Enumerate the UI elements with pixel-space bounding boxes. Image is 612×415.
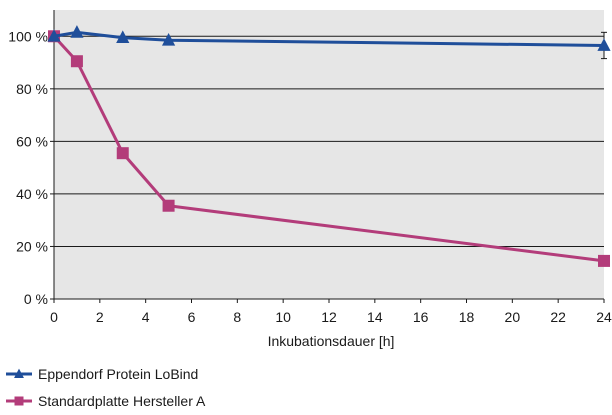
data-point <box>70 55 83 68</box>
data-point <box>161 33 176 46</box>
y-tick-label: 100 % <box>8 28 48 44</box>
series-1 <box>47 25 611 60</box>
data-point <box>597 38 611 51</box>
x-tick-label: 16 <box>413 309 429 325</box>
y-axis-tick-labels: 0 % 20 % 40 % 60 % 80 % 100 % <box>8 28 48 307</box>
y-tick-label: 40 % <box>16 186 48 202</box>
x-tick-label: 18 <box>459 309 475 325</box>
x-axis-title: Inkubationsdauer [h] <box>268 333 395 349</box>
x-tick-label: 0 <box>50 309 58 325</box>
x-axis-tick-labels: 0 2 4 6 8 10 12 14 16 18 20 22 24 <box>50 309 612 325</box>
series-2 <box>48 30 610 267</box>
x-tick-label: 24 <box>596 309 612 325</box>
data-point <box>162 199 175 212</box>
x-tick-label: 12 <box>321 309 337 325</box>
data-point <box>70 25 84 38</box>
legend-swatch-marker <box>14 368 24 379</box>
series-layer <box>47 25 611 267</box>
y-tick-label: 80 % <box>16 81 48 97</box>
x-tick-label: 4 <box>142 309 150 325</box>
legend-label: Eppendorf Protein LoBind <box>38 366 198 382</box>
data-point <box>116 147 129 160</box>
x-tick-label: 22 <box>550 309 566 325</box>
legend-swatch-marker <box>14 396 24 406</box>
x-tick-label: 20 <box>505 309 521 325</box>
plot-area <box>54 10 604 299</box>
data-point <box>116 30 130 43</box>
legend-item: Standardplatte Hersteller A <box>6 393 206 409</box>
y-tick-label: 60 % <box>16 133 48 149</box>
x-tick-label: 6 <box>188 309 196 325</box>
y-tick-label: 0 % <box>24 291 48 307</box>
data-point <box>47 29 61 42</box>
legend-item: Eppendorf Protein LoBind <box>6 366 198 382</box>
gridlines <box>54 35 604 247</box>
x-tick-label: 8 <box>233 309 241 325</box>
data-point <box>598 254 610 267</box>
legend: Eppendorf Protein LoBind Standardplatte H… <box>6 366 206 409</box>
x-tick-label: 14 <box>367 309 383 325</box>
y-tick-label: 20 % <box>16 238 48 254</box>
x-tick-label: 10 <box>275 309 291 325</box>
x-tick-label: 2 <box>96 309 104 325</box>
legend-label: Standardplatte Hersteller A <box>38 393 206 409</box>
